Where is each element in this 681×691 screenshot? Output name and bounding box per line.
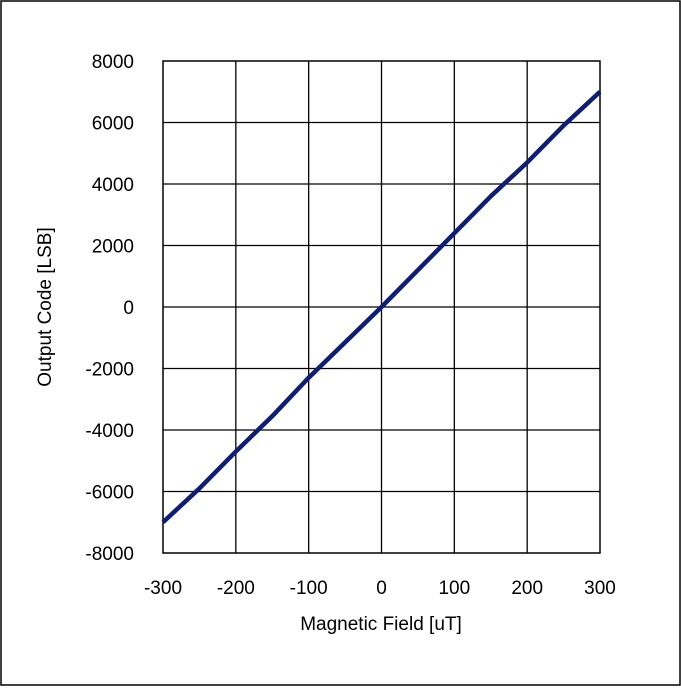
x-tick-label: -100: [290, 578, 328, 599]
y-tick-label: -4000: [85, 421, 134, 442]
x-tick-label: -200: [217, 578, 255, 599]
y-tick-labels: -8000 -6000 -4000 -2000 0 2000 4000 6000 8000: [85, 52, 134, 565]
y-tick-label: -2000: [85, 360, 134, 381]
y-tick-label: 2000: [92, 237, 134, 258]
y-tick-label: -8000: [85, 544, 134, 565]
x-axis-label: Magnetic Field [uT]: [300, 614, 462, 635]
x-tick-label: -300: [144, 578, 182, 599]
x-tick-label: 0: [376, 578, 387, 599]
y-tick-label: 8000: [92, 52, 134, 73]
y-axis-label: Output Code [LSB]: [35, 227, 56, 387]
x-tick-label: 200: [511, 578, 543, 599]
plot-area-border: [162, 60, 601, 554]
x-tick-label: 100: [438, 578, 470, 599]
series-line: [161, 90, 602, 524]
y-tick-label: 0: [123, 298, 134, 319]
y-tick-label: 4000: [92, 175, 134, 196]
y-tick-label: -6000: [85, 483, 134, 504]
y-tick-label: 6000: [92, 114, 134, 135]
x-tick-label: 300: [584, 578, 616, 599]
x-tick-labels: -300 -200 -100 0 100 200 300: [144, 578, 616, 599]
series-layer: [161, 90, 602, 524]
